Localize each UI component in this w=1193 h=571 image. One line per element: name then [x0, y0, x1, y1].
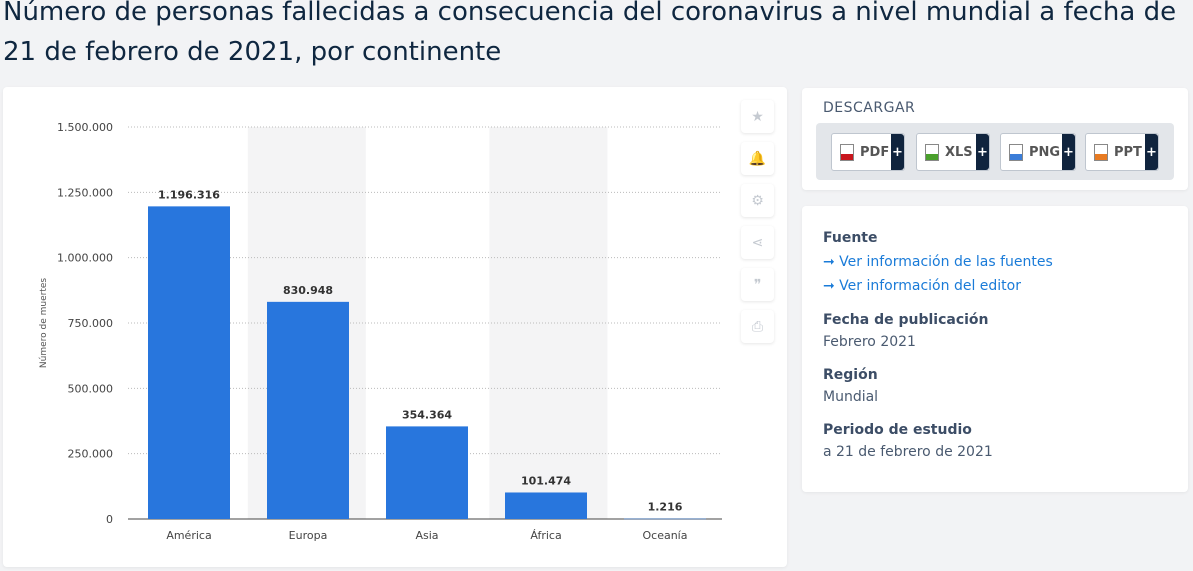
- publication-date-heading: Fecha de publicación: [823, 312, 989, 328]
- sources-link[interactable]: ➞ Ver información de las fuentes: [823, 254, 1053, 270]
- y-tick-label: 750.000: [68, 317, 114, 330]
- bell-button[interactable]: 🔔: [741, 142, 774, 175]
- y-tick-label: 1.250.000: [57, 186, 113, 199]
- bell-icon: 🔔: [748, 150, 767, 167]
- download-label: PDF: [860, 144, 890, 160]
- x-tick-label: Asia: [415, 529, 438, 542]
- x-tick-label: África: [530, 529, 561, 542]
- y-axis-label: Número de muertes: [39, 278, 49, 368]
- bar: [148, 206, 230, 519]
- png-file-icon: [1009, 143, 1023, 161]
- x-tick-label: Europa: [289, 529, 328, 542]
- download-label: PNG: [1029, 144, 1061, 160]
- y-tick-label: 250.000: [68, 448, 114, 461]
- quote-button[interactable]: ❞: [741, 268, 774, 301]
- x-tick-label: Oceanía: [643, 529, 688, 542]
- bar-chart: 0 250.000 500.000 750.000 1.000.000 1.250.000…: [39, 121, 722, 542]
- download-label: XLS: [945, 144, 973, 160]
- publication-date-value: Febrero 2021: [823, 334, 916, 350]
- x-tick-label: América: [166, 529, 211, 542]
- share-button[interactable]: ⋖: [741, 226, 774, 259]
- study-period-value: a 21 de febrero de 2021: [823, 444, 993, 460]
- region-heading: Región: [823, 367, 878, 383]
- download-label: PPT: [1114, 144, 1142, 160]
- plus-icon: +: [1062, 134, 1075, 170]
- download-heading: DESCARGAR: [823, 100, 916, 116]
- gear-button[interactable]: ⚙: [741, 184, 774, 217]
- page-title: Número de personas fallecidas a consecue…: [3, 0, 1177, 67]
- quote-icon: ❞: [753, 276, 762, 293]
- star-icon: ★: [751, 108, 764, 125]
- download-png-button[interactable]: PNG +: [1000, 133, 1076, 171]
- download-ppt-button[interactable]: PPT +: [1085, 133, 1159, 171]
- bar: [267, 301, 349, 519]
- y-tick-label: 1.000.000: [57, 252, 113, 265]
- bar: [386, 426, 468, 519]
- info-panel: Fuente ➞ Ver información de las fuentes …: [802, 206, 1188, 492]
- editor-link[interactable]: ➞ Ver información del editor: [823, 278, 1021, 294]
- pdf-file-icon: [840, 143, 854, 161]
- share-icon: ⋖: [751, 234, 764, 251]
- data-label: 101.474: [521, 474, 571, 487]
- bar: [505, 492, 587, 519]
- y-tick-label: 500.000: [68, 382, 114, 395]
- study-period-heading: Periodo de estudio: [823, 422, 972, 438]
- download-xls-button[interactable]: XLS +: [916, 133, 990, 171]
- ppt-file-icon: [1094, 143, 1108, 161]
- bar: [624, 518, 706, 520]
- download-panel: DESCARGAR PDF + XLS + PNG + PPT +: [802, 88, 1188, 190]
- data-label: 354.364: [402, 408, 452, 421]
- source-heading: Fuente: [823, 230, 878, 246]
- y-tick-label: 0: [106, 513, 113, 526]
- region-value: Mundial: [823, 389, 879, 405]
- print-icon: ⎙: [751, 318, 764, 335]
- download-pdf-button[interactable]: PDF +: [831, 133, 905, 171]
- xls-file-icon: [925, 143, 939, 161]
- data-label: 1.196.316: [158, 188, 220, 201]
- plus-icon: +: [891, 134, 904, 170]
- plus-icon: +: [976, 134, 989, 170]
- star-button[interactable]: ★: [741, 100, 774, 133]
- data-label: 1.216: [648, 501, 683, 514]
- chart-card: 0 250.000 500.000 750.000 1.000.000 1.250.000…: [3, 87, 787, 567]
- print-button[interactable]: ⎙: [741, 310, 774, 343]
- plus-icon: +: [1145, 134, 1158, 170]
- gear-icon: ⚙: [751, 192, 764, 209]
- y-tick-label: 1.500.000: [57, 121, 113, 134]
- data-label: 830.948: [283, 284, 333, 297]
